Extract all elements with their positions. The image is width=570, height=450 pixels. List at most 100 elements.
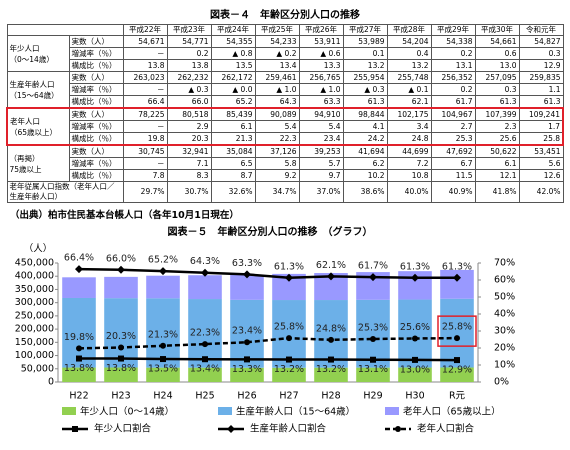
data-label: 13.0%: [400, 364, 430, 375]
chart: 図表－５ 年齢区分別人口の推移 （グラフ） （人） 0 50,000 100,000…: [15, 225, 515, 435]
cell-value: 262,232: [166, 71, 212, 84]
cell-value: 13.5: [210, 59, 256, 72]
cell-value: 2.9: [166, 120, 212, 133]
bar-segment: [146, 275, 180, 299]
summary-value: 40.0%: [386, 181, 432, 203]
table-row: 構成比（％） 66.4 66.0 65.2 64.3 63.3 61.3 62.1 61.7 61…: [7, 95, 564, 109]
cell-value: －: [122, 47, 168, 60]
cell-value: 6.5: [210, 157, 256, 170]
cell-value: 54,771: [166, 35, 212, 48]
line-marker: [118, 355, 124, 362]
cell-value: 61.3: [474, 95, 520, 109]
data-label: 25.8%: [442, 322, 472, 333]
cell-value: ▲ 0.6: [298, 47, 344, 60]
cell-value: ▲ 0.2: [254, 47, 300, 60]
y2-tick-label: 20%: [494, 343, 515, 354]
cell-value: 20.3: [166, 132, 212, 146]
bar-segment: [104, 276, 138, 299]
line-marker: [118, 344, 124, 351]
line-marker: [286, 335, 292, 342]
table-row: 構成比（％） 13.8 13.8 13.5 13.4 13.3 13.2 13.2 13.1 13…: [7, 59, 564, 72]
cell-value: 13.4: [254, 59, 300, 72]
cell-value: 98,844: [342, 107, 388, 121]
cell-value: ▲ 0.8: [210, 47, 256, 60]
x-tick-label: H27: [279, 391, 298, 402]
cell-value: 13.2: [386, 59, 432, 72]
data-label: 61.3%: [442, 261, 472, 272]
cell-value: 44,699: [386, 144, 432, 158]
bar-segment: [356, 367, 390, 382]
y2-tick-label: 60%: [494, 275, 515, 286]
line-marker: [370, 335, 376, 342]
row-label: 構成比（％）: [68, 95, 124, 109]
data-label: 19.8%: [64, 332, 94, 343]
source-note: （出典）柏市住民基本台帳人口（各年10月1日現在）: [10, 210, 239, 221]
cell-value: 257,095: [474, 71, 520, 84]
cell-value: 0.4: [386, 47, 432, 60]
row-label: 増減率（％）: [68, 157, 124, 170]
group-label: 年少人口 （0～14歳）: [6, 35, 70, 72]
line-marker: [285, 273, 293, 282]
cell-value: 7.2: [386, 157, 432, 170]
data-label: 21.3%: [148, 329, 178, 340]
summary-group: 老年従属人口指数（老年人口／生産年齢人口） 29.7% 30.7% 32.6% 34.7…: [6, 181, 564, 203]
line-series: [78, 336, 458, 350]
row-label: 実数（人）: [68, 35, 124, 48]
cell-value: 90,089: [254, 107, 300, 121]
cell-value: ▲ 0.1: [386, 83, 432, 96]
bar-segment: [188, 367, 222, 382]
line-marker: [160, 342, 166, 349]
data-label: 12.9%: [442, 365, 472, 376]
cell-value: 22.3: [254, 132, 300, 146]
cell-value: 10.2: [342, 169, 388, 182]
legend-swatch: [62, 407, 76, 415]
cell-value: 24.2: [342, 132, 388, 146]
cell-value: 19.8: [122, 132, 168, 146]
table-row: 老年人口 （65歳以上） 実数（人） 78,225 80,518 85,439 90,089…: [6, 107, 564, 146]
bar-segment: [230, 367, 264, 382]
line-marker: [411, 273, 419, 282]
x-tick-label: H25: [195, 391, 214, 402]
cell-value: 104,967: [430, 107, 476, 121]
cell-value: 256,352: [430, 71, 476, 84]
row-label: 構成比（％）: [68, 59, 124, 72]
y-tick-label: 0: [48, 377, 54, 388]
legend-marker: [72, 426, 78, 432]
bar-segment: [356, 299, 390, 368]
cell-value: 12.6: [518, 169, 564, 182]
cell-value: 61.3: [518, 95, 564, 109]
cell-value: 24.8: [386, 132, 432, 146]
data-label: 13.8%: [64, 363, 94, 374]
bar-segment: [62, 277, 96, 298]
cell-value: 21.3: [210, 132, 256, 146]
table-row: （再掲） 75歳以上 実数（人） 30,745 32,941 35,084 37,126 39…: [6, 144, 564, 182]
cell-value: 50,622: [474, 144, 520, 158]
data-label: 25.6%: [400, 322, 430, 333]
bar-segment: [440, 298, 474, 368]
table-row: 生産年齢人口 （15～64歳） 実数（人） 263,023 262,232 262,172…: [6, 71, 564, 109]
cell-value: 255,954: [342, 71, 388, 84]
cell-value: －: [122, 157, 168, 170]
group-label-line: 生産年齢人口: [9, 79, 55, 89]
y2-tick-label: 0%: [494, 377, 509, 388]
cell-value: 0.2: [430, 47, 476, 60]
group-label-line: （15～64歳）: [9, 90, 59, 100]
line-marker: [75, 265, 83, 274]
cell-value: 107,399: [474, 107, 520, 121]
y-tick-label: 250,000: [15, 310, 54, 321]
cell-value: 54,827: [518, 35, 564, 48]
line-marker: [244, 356, 250, 363]
data-label: 13.8%: [106, 363, 136, 374]
cell-value: 66.4: [122, 95, 168, 109]
bar-segment: [104, 367, 138, 382]
bar-segment: [272, 300, 306, 368]
data-label: 62.1%: [316, 260, 346, 271]
cell-value: 32,941: [166, 144, 212, 158]
column-header: 平成23年: [166, 24, 212, 36]
cell-value: 13.2: [342, 59, 388, 72]
group-label-line: （再掲）: [9, 153, 40, 163]
legend-label: 生産年齢人口割合: [250, 423, 327, 435]
cell-value: 259,461: [254, 71, 300, 84]
line-marker: [117, 265, 125, 274]
